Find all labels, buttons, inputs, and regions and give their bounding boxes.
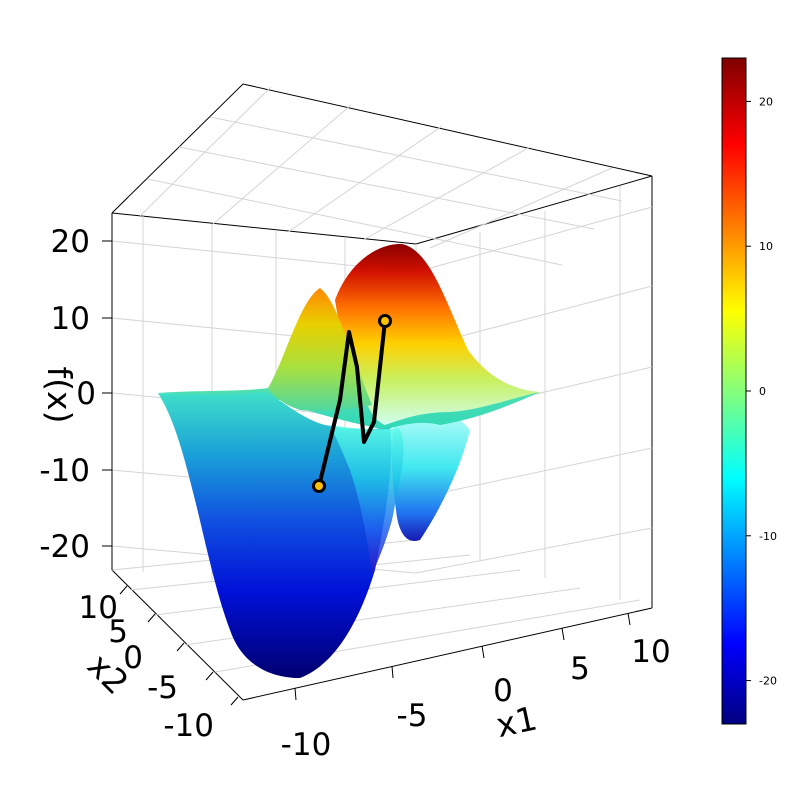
surface-small-peak bbox=[268, 288, 372, 411]
x-tick-label: 10 bbox=[631, 634, 670, 670]
colorbar-tick-label: -10 bbox=[759, 530, 777, 543]
colorbar-tick-label: 20 bbox=[759, 95, 773, 108]
surface-right-well bbox=[392, 407, 470, 541]
z-tick-label: 20 bbox=[51, 224, 90, 260]
colorbar-tick-label: -20 bbox=[759, 675, 777, 688]
z-tick-label: -10 bbox=[39, 453, 90, 489]
x-tick-label: -10 bbox=[281, 727, 332, 763]
path-end-marker bbox=[378, 314, 392, 328]
x-tick-labels: -10 -5 0 5 10 bbox=[281, 634, 671, 763]
front-axes bbox=[102, 213, 631, 706]
y-tick-label: 10 bbox=[79, 590, 118, 626]
z-tick-label: 0 bbox=[76, 376, 96, 412]
colorbar-gradient bbox=[721, 57, 747, 725]
z-tick-label: -20 bbox=[39, 529, 90, 565]
x-tick-label: 0 bbox=[493, 673, 513, 709]
y-tick-labels: 10 5 0 -5 -10 bbox=[79, 590, 214, 744]
z-tick-label: 10 bbox=[51, 301, 90, 337]
path-start-marker bbox=[312, 479, 326, 493]
surface bbox=[158, 243, 540, 678]
y-tick-label: 0 bbox=[123, 640, 143, 676]
colorbar: -20 -10 0 10 20 bbox=[721, 57, 777, 725]
y-tick-label: 5 bbox=[108, 614, 128, 650]
y-tick-label: -10 bbox=[163, 708, 214, 744]
colorbar-ticks: -20 -10 0 10 20 bbox=[746, 95, 777, 688]
x-tick-label: 5 bbox=[570, 651, 590, 687]
colorbar-tick-label: 10 bbox=[759, 240, 773, 253]
surface-front-ridge bbox=[330, 425, 404, 575]
path-line bbox=[317, 320, 387, 487]
z-axis-label: f(x) bbox=[40, 367, 79, 424]
z-tick-labels: 20 10 0 -10 -20 bbox=[39, 224, 96, 565]
surface-big-peak bbox=[335, 243, 540, 425]
y-tick-label: -5 bbox=[147, 670, 178, 706]
x-axis-label: x1 bbox=[493, 698, 541, 745]
optimization-path bbox=[312, 314, 392, 493]
x-tick-label: -5 bbox=[397, 698, 428, 734]
colorbar-tick-label: 0 bbox=[759, 385, 766, 398]
surface-left-well bbox=[158, 392, 392, 678]
